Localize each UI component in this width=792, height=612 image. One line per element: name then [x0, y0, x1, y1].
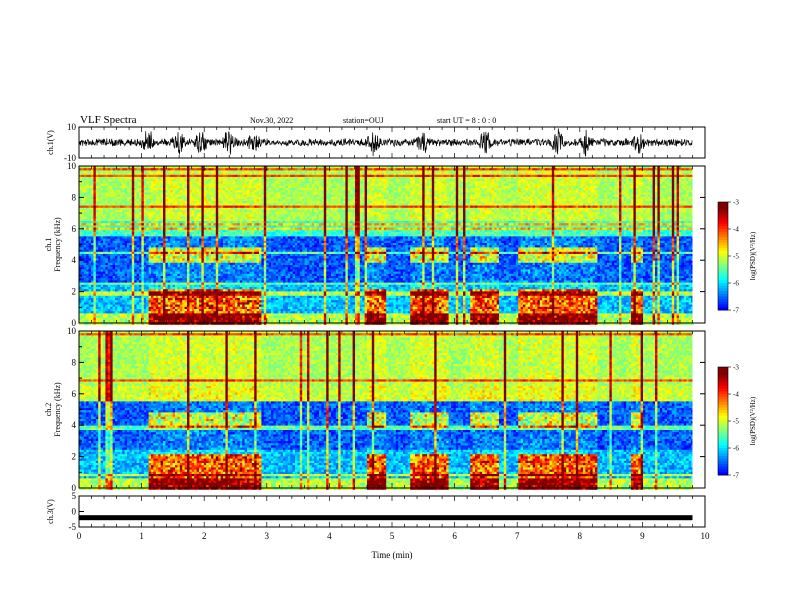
- ch1-colorbar-label: -3: [733, 199, 739, 207]
- ch1-ytick-label: 2: [72, 287, 77, 297]
- ch1-colorbar-label: -6: [733, 280, 739, 288]
- ch3-trace: [79, 515, 692, 520]
- xtick-label: 2: [202, 531, 207, 541]
- ch1-spectrogram-image: [79, 166, 705, 325]
- xtick-label: 7: [515, 531, 520, 541]
- ch1-ytick-label: 4: [72, 255, 77, 265]
- ch3-ylabel: ch.3(V): [46, 499, 55, 524]
- ch1-colorbar: [718, 202, 728, 311]
- ch1-colorbar-title: log(PSD)(V²/Hz): [749, 231, 757, 280]
- ch2-colorbar-label: -7: [733, 472, 739, 480]
- ch1-ytick-label: 6: [72, 224, 77, 234]
- xtick-label: 10: [701, 531, 711, 541]
- ch1-ytick-label: 8: [72, 192, 77, 202]
- ch1-colorbar-label: -7: [733, 307, 739, 315]
- ch2-spectrogram-image: [79, 331, 705, 490]
- ch1-ytick-label: 10: [67, 161, 77, 171]
- ch1-colorbar-label: -4: [733, 226, 739, 234]
- vlf-figure: 10-10ch.1(V)0246810ch.1 Frequency (kHz)-3…: [0, 0, 792, 612]
- ch2-ytick-label: 8: [72, 357, 77, 367]
- ch2-ytick-label: 10: [67, 326, 77, 336]
- ch2-ytick-label: 6: [72, 389, 77, 399]
- ch1-ytick-label: 10: [67, 122, 77, 132]
- ch3-ytick-label: 5: [72, 491, 77, 501]
- xtick-label: 8: [578, 531, 583, 541]
- ch3-ytick-label: 0: [72, 507, 77, 517]
- ch1-ylabel: ch.1(V): [46, 130, 55, 155]
- xtick-label: 5: [390, 531, 395, 541]
- xtick-label: 1: [139, 531, 144, 541]
- x-axis-title: Time (min): [372, 550, 413, 560]
- ch2-colorbar-label: -4: [733, 391, 739, 399]
- ch2-ylabel-channel: ch.2: [44, 403, 53, 417]
- ch2-colorbar-label: -6: [733, 445, 739, 453]
- xtick-label: 9: [640, 531, 645, 541]
- ch2-colorbar-title: log(PSD)(V²/Hz): [749, 396, 757, 445]
- xtick-label: 6: [452, 531, 457, 541]
- ch1-colorbar-label: -5: [733, 253, 739, 261]
- ch1-ylabel-frequency: Frequency (kHz): [53, 217, 62, 272]
- xtick-label: 3: [265, 531, 270, 541]
- xtick-label: 4: [327, 531, 332, 541]
- ch2-ytick-label: 4: [72, 420, 77, 430]
- ch2-ylabel-frequency: Frequency (kHz): [53, 382, 62, 437]
- ch3-ytick-label: -5: [69, 522, 77, 532]
- ch2-colorbar-label: -5: [733, 418, 739, 426]
- xtick-label: 0: [77, 531, 82, 541]
- ch1-trace: [79, 128, 692, 156]
- ch2-colorbar-label: -3: [733, 364, 739, 372]
- ch1-ylabel-channel: ch.1: [44, 238, 53, 252]
- ch2-ytick-label: 2: [72, 452, 77, 462]
- ch2-colorbar: [718, 367, 728, 476]
